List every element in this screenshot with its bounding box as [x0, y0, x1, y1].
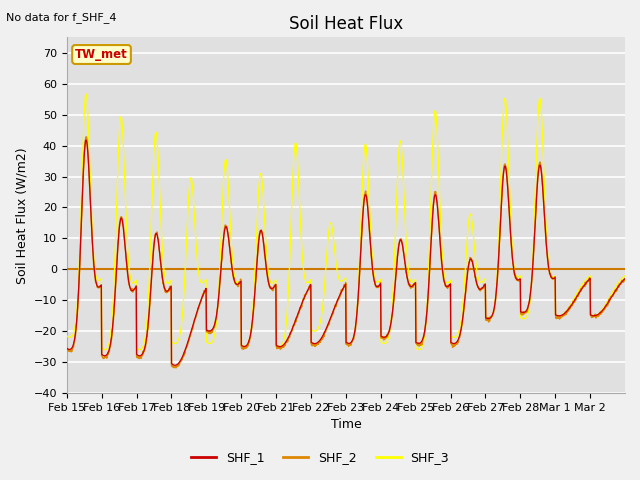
SHF_1: [614, 283, 622, 289]
Line: SHF_2: SHF_2: [67, 137, 625, 368]
SHF_1: [621, 276, 629, 281]
SHF_3: [321, 273, 329, 278]
Text: No data for f_SHF_4: No data for f_SHF_4: [6, 12, 117, 23]
SHF_1: [560, 311, 568, 317]
Line: SHF_3: SHF_3: [67, 94, 625, 349]
Title: Soil Heat Flux: Soil Heat Flux: [289, 15, 403, 33]
SHF_2: [150, 238, 158, 243]
Line: SHF_1: SHF_1: [67, 140, 625, 365]
SHF_3: [332, 259, 340, 264]
SHF_2: [82, 134, 90, 140]
SHF_3: [560, 311, 568, 316]
SHF_2: [332, 304, 340, 310]
SHF_1: [171, 362, 179, 368]
SHF_1: [63, 345, 70, 351]
X-axis label: Time: Time: [330, 419, 361, 432]
SHF_1: [82, 137, 90, 143]
SHF_2: [560, 313, 568, 319]
SHF_2: [63, 347, 70, 352]
SHF_2: [614, 283, 622, 289]
SHF_1: [332, 301, 340, 307]
SHF_1: [321, 328, 329, 334]
SHF_2: [478, 286, 486, 292]
Legend: SHF_1, SHF_2, SHF_3: SHF_1, SHF_2, SHF_3: [186, 446, 454, 469]
SHF_2: [621, 277, 629, 283]
Y-axis label: Soil Heat Flux (W/m2): Soil Heat Flux (W/m2): [15, 147, 28, 284]
SHF_2: [321, 329, 329, 335]
SHF_1: [150, 238, 158, 244]
SHF_3: [82, 91, 90, 96]
SHF_3: [151, 136, 159, 142]
SHF_3: [614, 280, 622, 286]
SHF_3: [63, 333, 70, 339]
Text: TW_met: TW_met: [75, 48, 128, 61]
SHF_3: [621, 273, 629, 278]
SHF_3: [136, 347, 144, 352]
SHF_1: [478, 286, 486, 291]
SHF_3: [478, 279, 486, 285]
SHF_2: [172, 365, 180, 371]
